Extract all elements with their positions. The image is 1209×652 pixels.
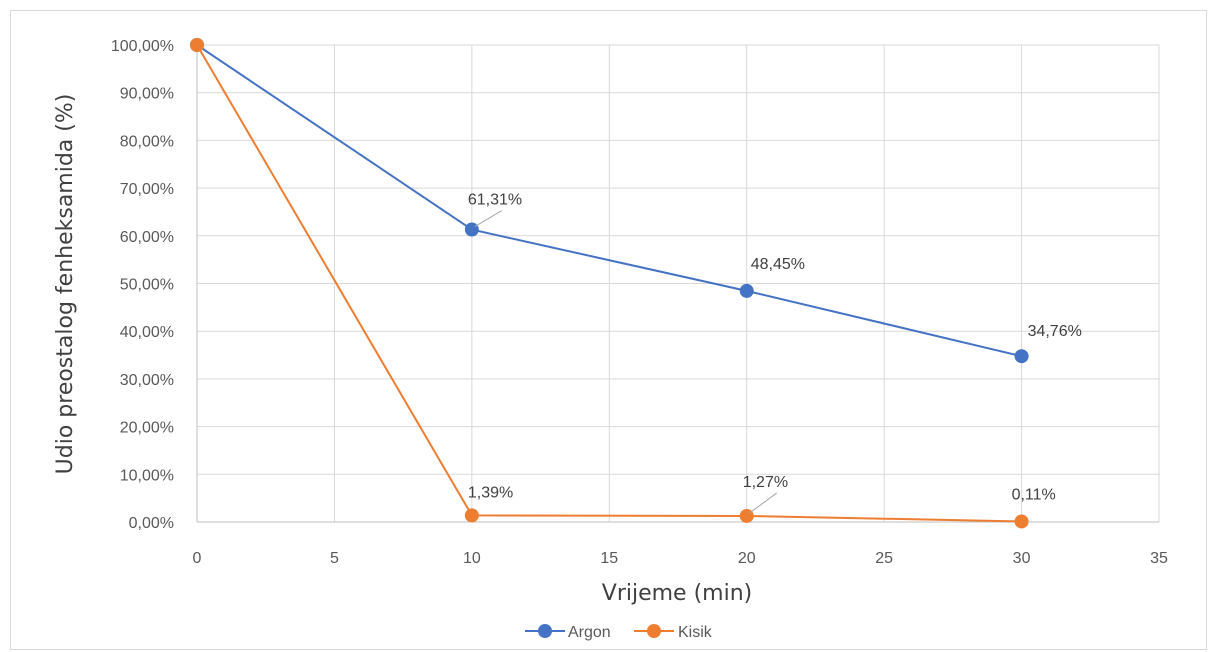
x-tick-label: 35	[1150, 550, 1168, 567]
y-tick-label: 0,00%	[129, 515, 174, 532]
legend-item-argon: Argon	[525, 624, 611, 641]
x-tick-label: 0	[193, 550, 202, 567]
y-tick-label: 50,00%	[120, 277, 174, 294]
data-point-argon	[739, 283, 754, 298]
y-tick-label: 70,00%	[120, 181, 174, 198]
series-line-kisik	[196, 44, 1022, 523]
legend: Argon Kisik	[525, 624, 713, 641]
y-tick-label: 40,00%	[120, 324, 174, 341]
data-label-leader-line	[749, 492, 778, 514]
x-tick-label: 25	[875, 550, 893, 567]
x-tick-label: 15	[600, 550, 618, 567]
tick-labels: 0,00% 10,00% 20,00% 30,00% 40,00% 50,00% 60,00…	[111, 38, 1168, 567]
x-axis-title: Vrijeme (min)	[602, 581, 752, 606]
data-point-kisik	[1014, 514, 1029, 529]
x-tick-label: 5	[330, 550, 339, 567]
x-tick-label: 20	[738, 550, 756, 567]
legend-marker-argon	[538, 624, 552, 638]
data-label-argon: 61,31%	[468, 192, 522, 209]
y-tick-label: 100,00%	[111, 38, 174, 55]
y-tick-label: 10,00%	[120, 467, 174, 484]
data-point-argon	[464, 222, 479, 237]
data-point-kisik	[464, 508, 479, 523]
legend-marker-kisik	[647, 624, 661, 638]
data-label-kisik: 1,39%	[468, 484, 513, 501]
data-labels: 61,31% 48,45% 34,76% 1,39% 1,27% 0,11%	[468, 192, 1082, 514]
chart-frame	[10, 10, 1207, 650]
grid	[196, 44, 1160, 523]
legend-label-argon: Argon	[568, 624, 611, 641]
x-tick-label: 10	[463, 550, 481, 567]
data-point-kisik	[190, 38, 204, 52]
data-label-argon: 48,45%	[751, 256, 805, 273]
data-label-leader-line	[474, 210, 503, 227]
y-tick-label: 20,00%	[120, 420, 174, 437]
y-axis-title: Udio preostalog fenheksamida (%)	[53, 94, 78, 475]
y-tick-label: 80,00%	[120, 133, 174, 150]
data-label-kisik: 1,27%	[743, 474, 788, 491]
legend-label-kisik: Kisik	[678, 624, 713, 641]
legend-item-kisik: Kisik	[634, 624, 713, 641]
series-line-argon	[196, 44, 1022, 358]
data-label-argon: 34,76%	[1028, 323, 1082, 340]
y-tick-label: 30,00%	[120, 372, 174, 389]
y-tick-label: 60,00%	[120, 229, 174, 246]
x-tick-label: 30	[1013, 550, 1031, 567]
y-tick-label: 90,00%	[120, 86, 174, 103]
data-point-argon	[1014, 349, 1029, 364]
data-label-kisik: 0,11%	[1012, 486, 1056, 503]
